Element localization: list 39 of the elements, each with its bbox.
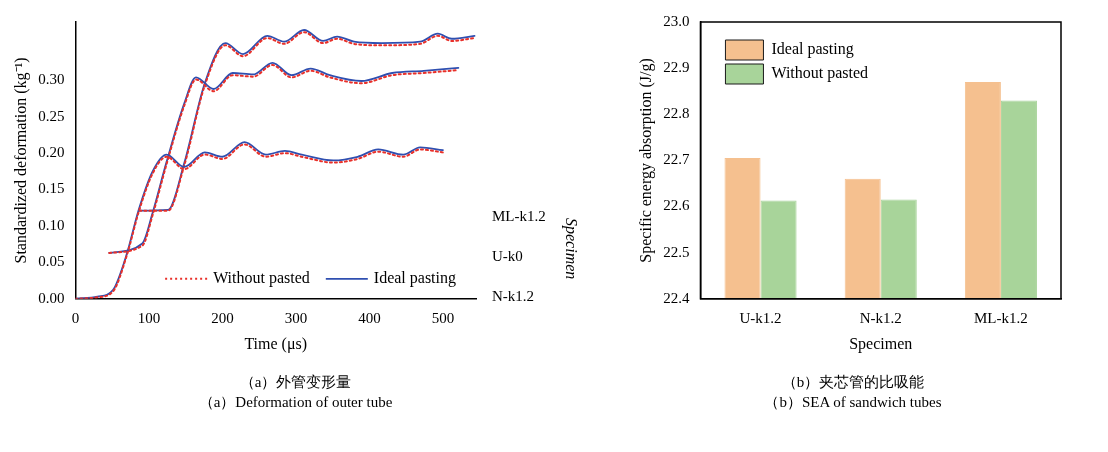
text: （b）SEA of sandwich tubes — [763, 393, 943, 412]
text: （a）Deformation of outer tube — [197, 393, 394, 412]
x-tick-label: 500 — [431, 309, 455, 326]
y-tick-label: 0.25 — [38, 107, 65, 124]
text: ML-k1.2 — [492, 208, 546, 225]
text: （b）夹芯管的比吸能 — [780, 373, 926, 392]
x-tick-label: N-k1.2 — [859, 309, 902, 326]
x-tick-label: 0 — [71, 309, 80, 326]
text: N-k1.2 — [492, 288, 535, 305]
legend-label: Without pasted — [771, 64, 869, 83]
x-tick-label: ML-k1.2 — [974, 309, 1028, 326]
text: Specimen — [562, 218, 580, 280]
legend-label: Ideal pasting — [373, 269, 457, 287]
x-tick-label: 200 — [211, 309, 234, 326]
x-tick-label: 300 — [284, 309, 308, 326]
y-tick-label: 0.15 — [38, 180, 65, 197]
y-axis-title: Standardized deformation (kg⁻¹) — [11, 57, 30, 264]
x-tick-label: U-k1.2 — [739, 309, 782, 326]
y-tick-label: 22.7 — [663, 151, 690, 168]
y-tick-label: 22.8 — [663, 105, 690, 122]
y-tick-label: 22.6 — [663, 197, 690, 214]
legend-label: Ideal pasting — [771, 40, 854, 59]
text: （a）外管变形量 — [238, 373, 353, 392]
y-tick-label: 23.0 — [663, 12, 690, 29]
y-tick-label: 0.30 — [38, 71, 65, 88]
text: U-k0 — [492, 248, 523, 265]
y-tick-label: 0.05 — [38, 253, 65, 270]
x-tick-label: 100 — [137, 309, 161, 326]
y-tick-label: 0.00 — [38, 289, 65, 306]
y-tick-label: 22.4 — [663, 289, 690, 306]
y-axis-title: Specific energy absorption (J/g) — [636, 58, 655, 263]
y-tick-label: 22.5 — [663, 243, 690, 260]
x-tick-label: 400 — [358, 309, 381, 326]
y-tick-label: 0.10 — [38, 216, 65, 233]
y-tick-label: 22.9 — [663, 59, 690, 76]
legend-label: Without pasted — [213, 269, 310, 287]
x-axis-title: Specimen — [849, 334, 913, 353]
x-axis-title: Time (μs) — [244, 334, 308, 353]
y-tick-label: 0.20 — [38, 144, 65, 161]
